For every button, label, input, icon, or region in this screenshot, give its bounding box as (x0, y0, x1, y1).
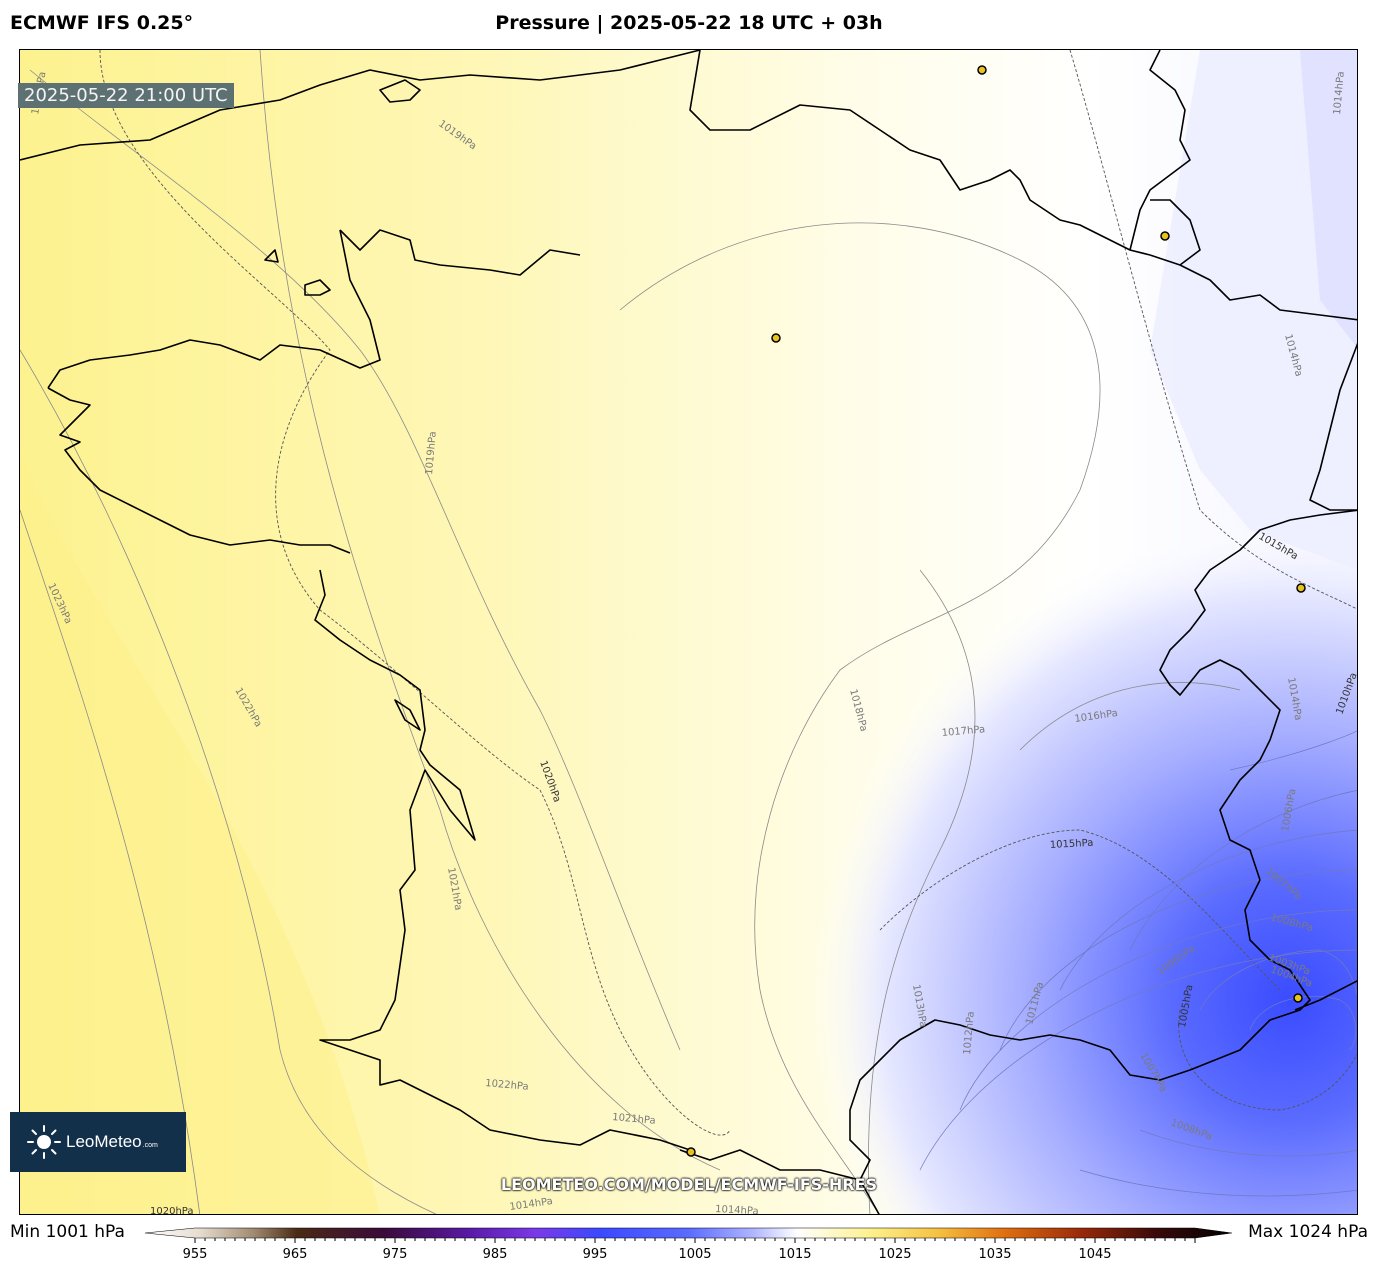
isobar-low-7 (1139, 1129, 1357, 1157)
max-pressure-label: Max 1024 hPa (1248, 1222, 1368, 1242)
contour-label: 1015hPa (1050, 838, 1094, 851)
isobar-low-2 (1129, 790, 1357, 951)
colorbar-ticks (194, 1238, 1196, 1243)
coastline-west (314, 569, 691, 1151)
isobar-low-5 (959, 909, 1357, 1111)
city-marker-paris (771, 333, 781, 343)
contour-label: 1020hPa (150, 1206, 194, 1215)
isobar-1019 (29, 69, 681, 1051)
contour-label: 1022hPa (485, 1078, 529, 1093)
isobar-1016 (1019, 682, 1241, 751)
colorbar-tick-label: 985 (483, 1247, 508, 1262)
city-marker-zurich (1296, 583, 1306, 593)
colorbar-tick-label: 1035 (978, 1247, 1011, 1262)
east-low-band-inner (1300, 50, 1357, 348)
isobar-1023 (20, 509, 201, 1214)
border-germany (1179, 264, 1357, 321)
sun-icon (27, 1125, 61, 1159)
isobar-low-1 (1229, 730, 1357, 771)
isle-re (394, 699, 421, 731)
coastline-north (20, 50, 701, 161)
colorbar-tick-label: 955 (183, 1247, 208, 1262)
isobar-low-6 (919, 949, 1357, 1171)
contour-label: 1019hPa (424, 431, 439, 475)
contour-label: 1012hPa (962, 1011, 977, 1055)
border-luxembourg (1129, 50, 1191, 251)
isle-wight (264, 249, 279, 263)
isobar-1015-south (879, 829, 1281, 991)
border-switzerland (1159, 509, 1357, 881)
isobar-low-8 (1079, 1169, 1357, 1197)
isobar-1018 (619, 222, 1101, 1214)
south-west-high (20, 450, 380, 1214)
contour-label: 1021hPa (612, 1112, 656, 1127)
map-canvas: 1019hPa 1019hPa 1019hPa 1014hPa 1014hPa … (20, 50, 1357, 1215)
isobar-low-9 (1199, 949, 1357, 1011)
colorbar-tick-label: 1005 (678, 1247, 711, 1262)
east-low-band (1150, 50, 1357, 570)
city-marker-genoa (1293, 993, 1303, 1003)
valid-time-label: 2025-05-22 21:00 UTC (18, 83, 234, 108)
border-lux-germany (1149, 199, 1201, 266)
border-belgium (689, 50, 1151, 256)
isobar-1017 (868, 569, 976, 1214)
rhine (1309, 343, 1357, 511)
colorbar-tick-label: 1015 (778, 1247, 811, 1262)
isobar-low-4 (999, 869, 1357, 1051)
colorbar-fill (144, 1227, 1233, 1239)
chart-title: Pressure | 2025-05-22 18 UTC + 03h (495, 12, 883, 34)
model-name: ECMWF IFS 0.25° (10, 12, 194, 34)
isobar-1022 (20, 349, 437, 1214)
isobar-1020-dashed (99, 50, 731, 1136)
city-marker-luxembourg (1160, 231, 1170, 241)
border-italy (849, 879, 1311, 1181)
coastline-cotentin (47, 229, 381, 389)
colorbar-tick-label: 1025 (878, 1247, 911, 1262)
contour-label: 1017hPa (941, 724, 985, 739)
contour-label: 1014hPa (715, 1204, 759, 1215)
colorbar-tick-label: 975 (383, 1247, 408, 1262)
border-italy-coast (1294, 980, 1357, 1011)
isobar-1005-dashed (1178, 1009, 1357, 1111)
isobar-low-3 (1059, 829, 1357, 991)
watermark-url: LEOMETEO.COM/MODEL/ECMWF-IFS-HRES (500, 1175, 878, 1194)
logo-suffix: .com (142, 1141, 158, 1149)
contour-label: 1014hPa (1332, 71, 1347, 115)
isobar-low-10 (1249, 995, 1357, 1051)
min-pressure-label: Min 1001 hPa (10, 1222, 125, 1242)
colorbar-tick-label: 995 (583, 1247, 608, 1262)
coastline-brittany (47, 387, 351, 554)
logo-name: LeoMeteo (66, 1132, 142, 1151)
isobar-1015-dashed (1069, 50, 1357, 610)
city-marker-andorra (686, 1147, 696, 1157)
coastline-normandy (339, 229, 581, 276)
colorbar-tick-label: 1045 (1078, 1247, 1111, 1262)
leometeo-logo[interactable]: LeoMeteo .com (10, 1112, 186, 1172)
colorbar-tick-label: 965 (283, 1247, 308, 1262)
isobar-1021 (259, 50, 721, 1171)
city-marker-lille (977, 65, 987, 75)
channel-island (304, 279, 331, 296)
london-inset (379, 79, 421, 103)
pressure-map[interactable]: 1019hPa 1019hPa 1019hPa 1014hPa 1014hPa … (19, 49, 1358, 1215)
